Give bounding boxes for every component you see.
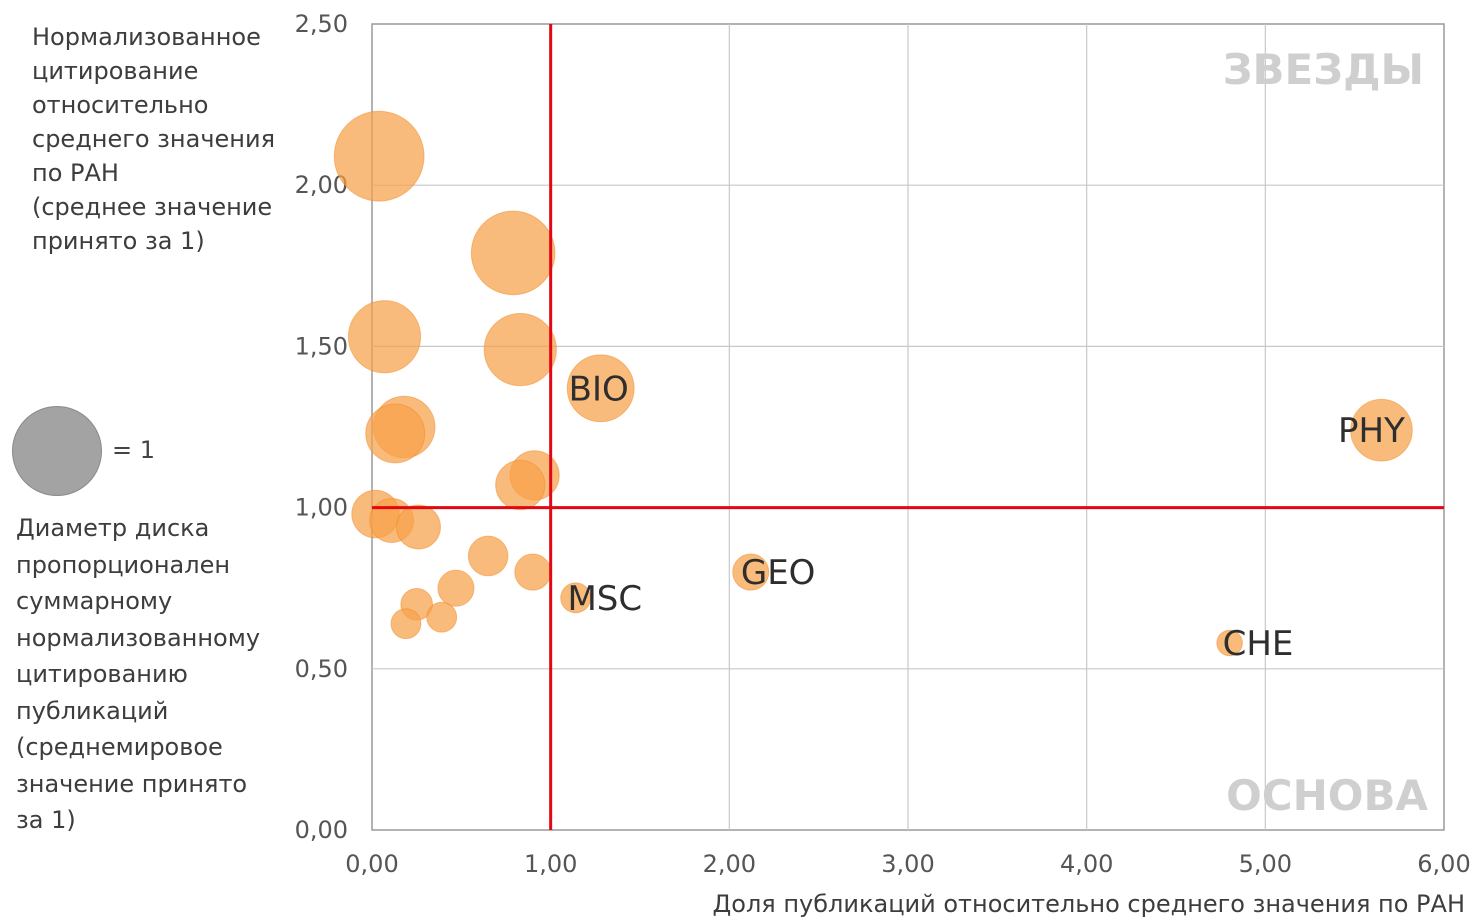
bubble-phy: [1350, 398, 1413, 462]
point-label-geo: GEO: [741, 553, 816, 593]
x-tick-label: 1,00: [524, 850, 577, 878]
x-tick-label: 0,00: [345, 850, 398, 878]
point-label-phy: PHY: [1338, 411, 1405, 451]
bubble: [437, 569, 475, 607]
x-tick-label: 4,00: [1060, 850, 1113, 878]
bubble: [495, 459, 546, 511]
y-axis-label: Нормализованное цитирование относительно…: [32, 23, 275, 255]
y-tick-label: 0,00: [295, 816, 348, 844]
x-tick-labels: 0,00 1,00 2,00 3,00 4,00 5,00 6,00: [345, 850, 1470, 878]
bubble: [467, 535, 509, 577]
x-tick-label: 6,00: [1417, 850, 1470, 878]
bubble: [395, 504, 441, 550]
y-tick-label: 2,50: [295, 10, 348, 38]
bubble: [347, 300, 422, 374]
size-legend-description: Диаметр диска пропорционален суммарному …: [16, 514, 261, 834]
quadrant-label-base: ОСНОВА: [1226, 771, 1428, 820]
x-tick-label: 2,00: [703, 850, 756, 878]
x-axis-label: Доля публикаций относительно среднего зн…: [712, 890, 1465, 918]
bubble: [333, 110, 425, 202]
bubble-che: [1216, 629, 1243, 657]
x-tick-label: 5,00: [1239, 850, 1292, 878]
point-labels: BIO PHY GEO MSC CHE: [567, 369, 1405, 664]
quadrant-label-stars: ЗВЕЗДЫ: [1223, 45, 1424, 94]
bubble: [365, 403, 426, 464]
y-tick-label: 1,00: [295, 494, 348, 522]
y-tick-labels: 0,000,501,001,502,002,50: [295, 10, 348, 844]
bubble-geo: [732, 553, 770, 591]
bubbles: [333, 110, 1413, 657]
size-legend-value: = 1: [112, 436, 156, 464]
point-label-bio: BIO: [569, 369, 629, 409]
bubble: [470, 210, 556, 296]
bubble-bio: [566, 354, 635, 423]
bubble-msc: [560, 582, 592, 614]
y-tick-label: 1,50: [295, 332, 348, 360]
y-tick-label: 0,50: [295, 655, 348, 683]
bubble: [483, 313, 557, 387]
point-label-msc: MSC: [567, 579, 642, 619]
bubble: [426, 601, 458, 633]
bubble: [390, 608, 422, 640]
reference-lines: [372, 24, 1444, 830]
bubble: [514, 553, 552, 591]
size-legend-disk: [12, 406, 102, 496]
point-label-che: CHE: [1223, 624, 1294, 664]
x-tick-label: 3,00: [881, 850, 934, 878]
